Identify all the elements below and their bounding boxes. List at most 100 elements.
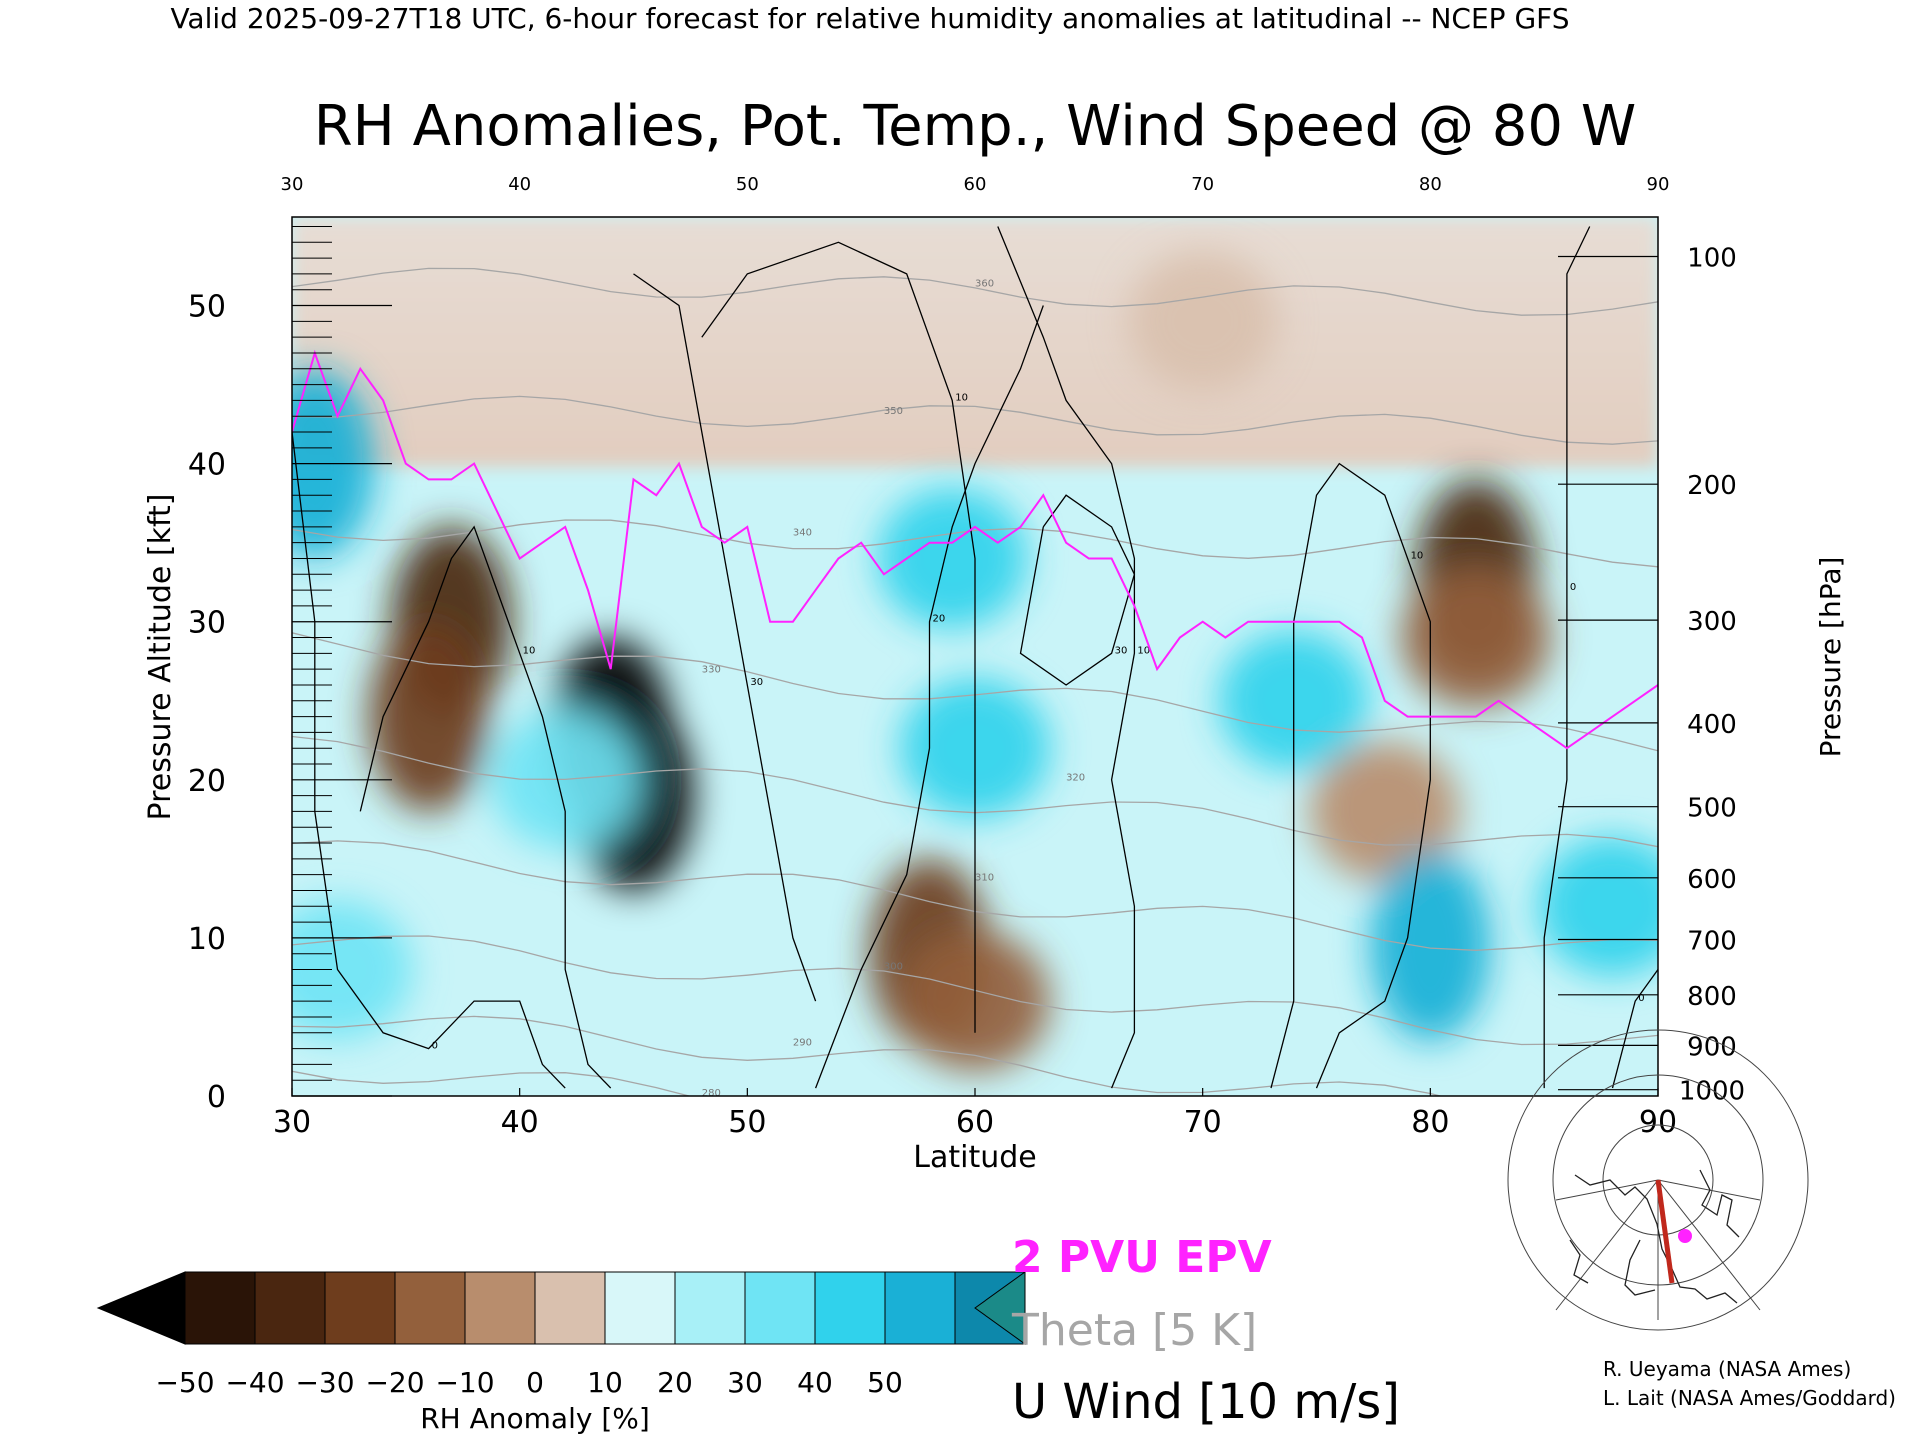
colorbar-tick-label-3: −20: [365, 1366, 424, 1399]
u-wind-contour-label-5: 10: [1137, 645, 1150, 656]
x-tick-label-6: 90: [1639, 1105, 1677, 1140]
u-wind-contour-label-6: 30: [1115, 645, 1128, 656]
theta-contour-label-280: 280: [702, 1088, 721, 1099]
theta-contour-label-350: 350: [884, 406, 903, 417]
x-tick-label-0: 30: [273, 1105, 311, 1140]
u-wind-contour-label-9: 0: [1638, 993, 1644, 1004]
u-wind-contour-label-0: 0: [432, 1041, 438, 1052]
u-wind-contour-4: [814, 305, 1044, 1089]
u-wind-contour-label-3: 10: [955, 392, 968, 403]
theta-contour-360: [292, 267, 1658, 316]
theta-contour-280: [292, 1070, 692, 1096]
legend-entry-0: 2 PVU EPV: [1012, 1232, 1272, 1283]
y-axis-label-left: Pressure Altitude [kft]: [143, 494, 178, 821]
theta-contour-label-320: 320: [1066, 773, 1085, 784]
legend: 2 PVU EPV Theta [5 K] U Wind [10 m/s]: [1011, 1232, 1400, 1430]
theta-contour-label-290: 290: [793, 1037, 812, 1048]
u-wind-contour-label-2: 30: [750, 677, 763, 688]
u-wind-contour-3: [701, 241, 976, 1033]
x-tick-label-top-4: 70: [1191, 174, 1214, 195]
pressure-tick-label-7: 800: [1687, 982, 1737, 1012]
rh-anomaly-cell-3: [368, 621, 489, 812]
colorbar-tick-label-4: −10: [435, 1366, 494, 1399]
colorbar-swatch-4: [464, 1271, 536, 1345]
rh-anomaly-cell-8: [1127, 251, 1278, 392]
x-tick-label-top-5: 80: [1419, 174, 1442, 195]
chart-title: RH Anomalies, Pot. Temp., Wind Speed @ 8…: [314, 94, 1636, 159]
u-wind-contour-2: [633, 273, 817, 1002]
y-tick-label-4: 40: [188, 448, 226, 483]
pressure-tick-label-2: 300: [1687, 607, 1737, 637]
legend-entry-1: Theta [5 K]: [1011, 1305, 1257, 1356]
y-axis-left: 0 10 20 30 40 50: [188, 225, 392, 1115]
colorbar-swatch-0: [184, 1271, 256, 1345]
pressure-tick-label-9: 1000: [1679, 1077, 1745, 1107]
colorbar-tick-label-7: 20: [657, 1366, 693, 1399]
x-axis: 30 30 40 40 50 50 60 60 70 70 80 80 90 90: [273, 174, 1677, 1140]
x-tick-label-3: 60: [956, 1105, 994, 1140]
colorbar-label: RH Anomaly [%]: [420, 1402, 650, 1435]
stratosphere-band: [292, 217, 1658, 467]
colorbar-tick-label-2: −30: [295, 1366, 354, 1399]
y-tick-label-0: 0: [207, 1080, 226, 1115]
inset-location-marker: [1678, 1229, 1692, 1243]
inset-coastline: [1569, 1169, 1740, 1304]
u-wind-contour-8: [1543, 226, 1591, 1089]
colorbar-swatch-7: [674, 1271, 746, 1345]
colorbar-swatch-5: [534, 1271, 606, 1345]
colorbar-swatch-9: [814, 1271, 886, 1345]
theta-contour-label-330: 330: [702, 665, 721, 676]
credit-line-1: R. Ueyama (NASA Ames): [1603, 1357, 1851, 1381]
y-tick-label-1: 10: [188, 922, 226, 957]
colorbar-tick-label-0: −50: [155, 1366, 214, 1399]
valid-line: Valid 2025-09-27T18 UTC, 6-hour forecast…: [170, 2, 1569, 35]
pressure-tick-label-6: 700: [1687, 926, 1737, 956]
u-wind-contour-label-4: 20: [932, 614, 945, 625]
pressure-tick-label-8: 900: [1687, 1032, 1737, 1062]
u-wind-contour-7: [1270, 462, 1431, 1089]
colorbar-tick-label-10: 50: [867, 1366, 903, 1399]
colorbar: −50 −40 −30 −20 −10 0 10 20 30 40 50: [96, 1271, 1026, 1399]
theta-contour-350: [292, 395, 1658, 445]
colorbar-swatch-10: [884, 1271, 956, 1345]
y-axis-label-right: Pressure [hPa]: [1814, 557, 1847, 758]
colorbar-swatch-6: [604, 1271, 676, 1345]
u-wind-contour-9: [1611, 969, 1658, 1089]
colorbar-tick-label-9: 40: [797, 1366, 833, 1399]
colorbar-swatch-1: [254, 1271, 326, 1345]
colorbar-over-arrow: [974, 1271, 1026, 1345]
rh-anomaly-cell-17: [292, 899, 413, 1040]
inset-map-frame: [1556, 1163, 1756, 1318]
pressure-tick-label-0: 100: [1687, 244, 1737, 274]
colorbar-swatch-8: [744, 1271, 816, 1345]
colorbar-tick-label-1: −40: [225, 1366, 284, 1399]
credit-line-2: L. Lait (NASA Ames/Goddard): [1603, 1386, 1896, 1410]
x-tick-label-5: 80: [1411, 1105, 1449, 1140]
pressure-tick-label-1: 200: [1687, 471, 1737, 501]
u-wind-contour-label-1: 10: [523, 645, 536, 656]
u-wind-contour-label-7: 10: [1411, 550, 1424, 561]
theta-contour-label-340: 340: [793, 527, 812, 538]
x-tick-label-4: 70: [1184, 1105, 1222, 1140]
colorbar-tick-label-6: 10: [587, 1366, 623, 1399]
inset-cross-section-track: [1655, 1179, 1675, 1284]
rh-anomaly-cell-15: [1370, 850, 1491, 1041]
x-tick-label-top-3: 60: [964, 174, 987, 195]
x-tick-label-2: 50: [728, 1105, 766, 1140]
y-tick-label-5: 50: [188, 290, 226, 325]
inset-map: [1507, 1029, 1809, 1331]
colorbar-swatch-2: [324, 1271, 396, 1345]
colorbar-tick-label-5: 0: [526, 1366, 544, 1399]
inset-graticule: [1507, 1029, 1809, 1331]
rh-anomaly-cell-9: [1309, 741, 1460, 882]
colorbar-under-arrow: [96, 1271, 186, 1345]
colorbar-swatch-3: [394, 1271, 466, 1345]
pressure-tick-label-5: 600: [1687, 865, 1737, 895]
theta-contour-label-310: 310: [975, 872, 994, 883]
y-tick-label-2: 20: [188, 764, 226, 799]
epv-2pvu-line: [292, 349, 1658, 750]
pressure-tick-label-3: 400: [1687, 710, 1737, 740]
x-tick-label-top-1: 40: [508, 174, 531, 195]
rh-anomaly-cell-16: [1537, 836, 1658, 977]
